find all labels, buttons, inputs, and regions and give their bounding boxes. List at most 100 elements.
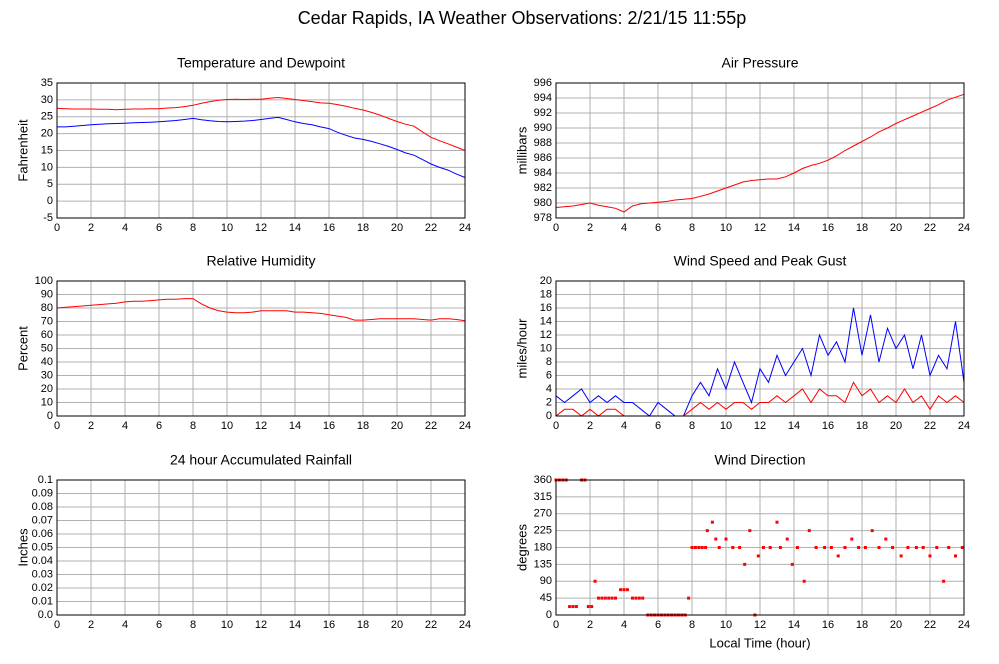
- data-point: [954, 554, 957, 558]
- x-tick-label: 18: [856, 420, 868, 432]
- y-tick-label: -5: [43, 212, 53, 224]
- x-tick-label: 16: [323, 420, 335, 432]
- data-point: [590, 605, 594, 609]
- y-tick-label: 270: [534, 508, 552, 520]
- x-tick-label: 2: [88, 619, 94, 631]
- data-point: [619, 588, 623, 592]
- data-point: [586, 605, 590, 609]
- x-tick-label: 22: [425, 619, 437, 631]
- y-tick-label: 35: [41, 77, 53, 89]
- x-tick-label: 14: [788, 222, 800, 234]
- y-axis-label: Fahrenheit: [15, 119, 30, 182]
- y-tick-label: 0.04: [32, 555, 53, 567]
- y-tick-label: 0.08: [32, 501, 53, 513]
- y-tick-label: 40: [41, 356, 53, 368]
- y-tick-label: 30: [41, 369, 53, 381]
- x-tick-label: 4: [122, 222, 128, 234]
- data-point: [814, 546, 818, 549]
- x-tick-label: 8: [689, 619, 695, 631]
- data-point: [743, 562, 747, 566]
- data-point: [823, 546, 827, 549]
- x-tick-label: 8: [190, 619, 196, 631]
- y-tick-label: 100: [35, 275, 53, 287]
- x-tick-label: 22: [924, 619, 936, 631]
- y-tick-label: 70: [41, 315, 53, 327]
- data-point: [610, 596, 614, 600]
- x-tick-label: 18: [357, 420, 369, 432]
- data-line: [57, 116, 466, 178]
- y-tick-label: 80: [41, 302, 53, 314]
- x-tick-label: 20: [391, 420, 403, 432]
- data-point: [603, 596, 607, 600]
- x-tick-label: 0: [553, 619, 559, 631]
- x-tick-label: 18: [357, 619, 369, 631]
- data-point: [568, 605, 572, 609]
- data-point: [843, 546, 847, 549]
- y-tick-label: 25: [41, 111, 53, 123]
- y-tick-label: 360: [534, 474, 552, 486]
- data-point: [891, 546, 895, 549]
- data-point: [836, 554, 840, 558]
- x-tick-label: 2: [587, 619, 593, 631]
- x-tick-label: 14: [788, 619, 800, 631]
- y-tick-label: 994: [534, 92, 552, 104]
- data-line: [56, 298, 466, 322]
- data-point: [625, 588, 629, 592]
- data-point: [935, 546, 939, 549]
- y-axis-label: Percent: [15, 326, 30, 371]
- y-tick-label: 18: [540, 288, 552, 300]
- y-tick-label: 984: [534, 167, 552, 179]
- x-tick-label: 6: [655, 619, 661, 631]
- data-point: [614, 596, 617, 600]
- data-point: [795, 546, 799, 549]
- data-point: [634, 596, 638, 600]
- y-tick-label: 996: [534, 77, 552, 89]
- data-point: [960, 546, 964, 549]
- plot-frame: [56, 82, 466, 219]
- data-point: [687, 596, 691, 600]
- chart-title: Wind Speed and Peak Gust: [674, 253, 847, 269]
- data-point: [710, 520, 714, 524]
- x-tick-label: 12: [754, 619, 766, 631]
- y-tick-label: 992: [534, 107, 552, 119]
- x-tick-label: 24: [958, 420, 970, 432]
- data-point: [942, 579, 946, 583]
- y-tick-label: 0.1: [38, 474, 53, 486]
- plot-frame: [56, 479, 466, 616]
- data-point: [785, 537, 789, 541]
- data-point: [631, 596, 634, 600]
- data-point: [637, 596, 641, 600]
- x-tick-label: 18: [856, 619, 868, 631]
- x-tick-label: 10: [221, 222, 233, 234]
- y-tick-label: 20: [41, 128, 53, 140]
- data-point: [690, 546, 694, 549]
- x-tick-label: 12: [255, 222, 267, 234]
- data-point: [802, 579, 806, 583]
- y-tick-label: 315: [534, 491, 552, 503]
- x-tick-label: 4: [621, 619, 627, 631]
- y-tick-label: 20: [41, 383, 53, 395]
- y-tick-label: 0.0: [38, 609, 53, 621]
- y-tick-label: 10: [41, 396, 53, 408]
- plot-frame: [555, 479, 965, 616]
- y-tick-label: 982: [534, 182, 552, 194]
- data-point: [700, 546, 704, 549]
- x-tick-label: 2: [587, 420, 593, 432]
- data-point: [850, 537, 854, 541]
- x-tick-label: 0: [54, 222, 60, 234]
- x-tick-label: 20: [890, 222, 902, 234]
- data-point: [775, 520, 779, 524]
- y-tick-label: 50: [41, 342, 53, 354]
- x-tick-label: 14: [289, 222, 301, 234]
- data-point: [768, 546, 772, 549]
- data-point: [731, 546, 735, 549]
- x-tick-label: 6: [655, 420, 661, 432]
- data-point: [906, 546, 910, 549]
- x-tick-label: 8: [190, 222, 196, 234]
- x-tick-label: 16: [822, 222, 834, 234]
- data-point: [884, 537, 888, 541]
- x-tick-label: 14: [289, 420, 301, 432]
- x-tick-label: 8: [689, 222, 695, 234]
- x-tick-label: 16: [822, 420, 834, 432]
